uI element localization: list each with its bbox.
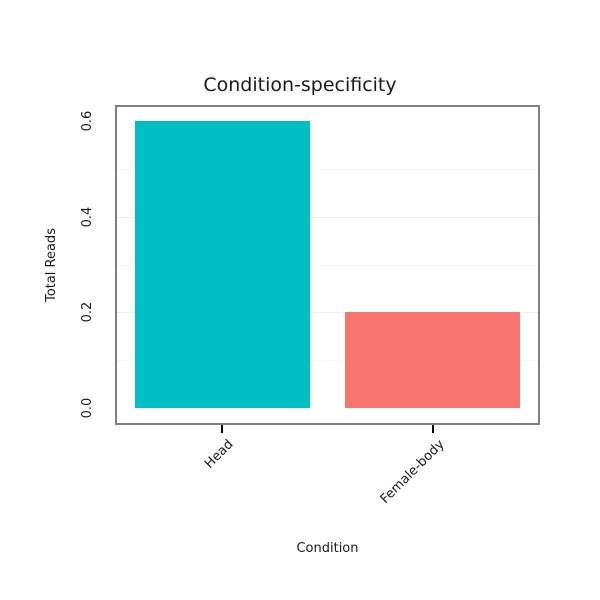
- bar-female-body: [345, 312, 521, 408]
- y-axis-title: Total Reads: [44, 228, 59, 302]
- chart-title: Condition-specificity: [203, 74, 397, 96]
- y-tick-label: 0.6: [80, 110, 95, 132]
- gridline-minor: [117, 360, 538, 362]
- plot-panel: [117, 107, 538, 423]
- x-tick-mark: [221, 425, 224, 433]
- bar-head: [134, 121, 310, 408]
- x-tick-label: Head: [202, 437, 237, 472]
- x-axis-title: Condition: [296, 541, 359, 556]
- y-tick-label: 0.4: [80, 206, 95, 227]
- plot-area: [115, 105, 540, 425]
- y-tick-label: 0.0: [80, 397, 95, 419]
- x-tick-label: Female-body: [377, 437, 448, 507]
- gridline-major: [117, 216, 538, 218]
- gridline-minor: [117, 264, 538, 266]
- gridline-minor: [117, 168, 538, 170]
- x-tick-mark: [431, 425, 434, 433]
- y-tick-label: 0.2: [80, 301, 95, 323]
- gridline-major: [117, 312, 538, 314]
